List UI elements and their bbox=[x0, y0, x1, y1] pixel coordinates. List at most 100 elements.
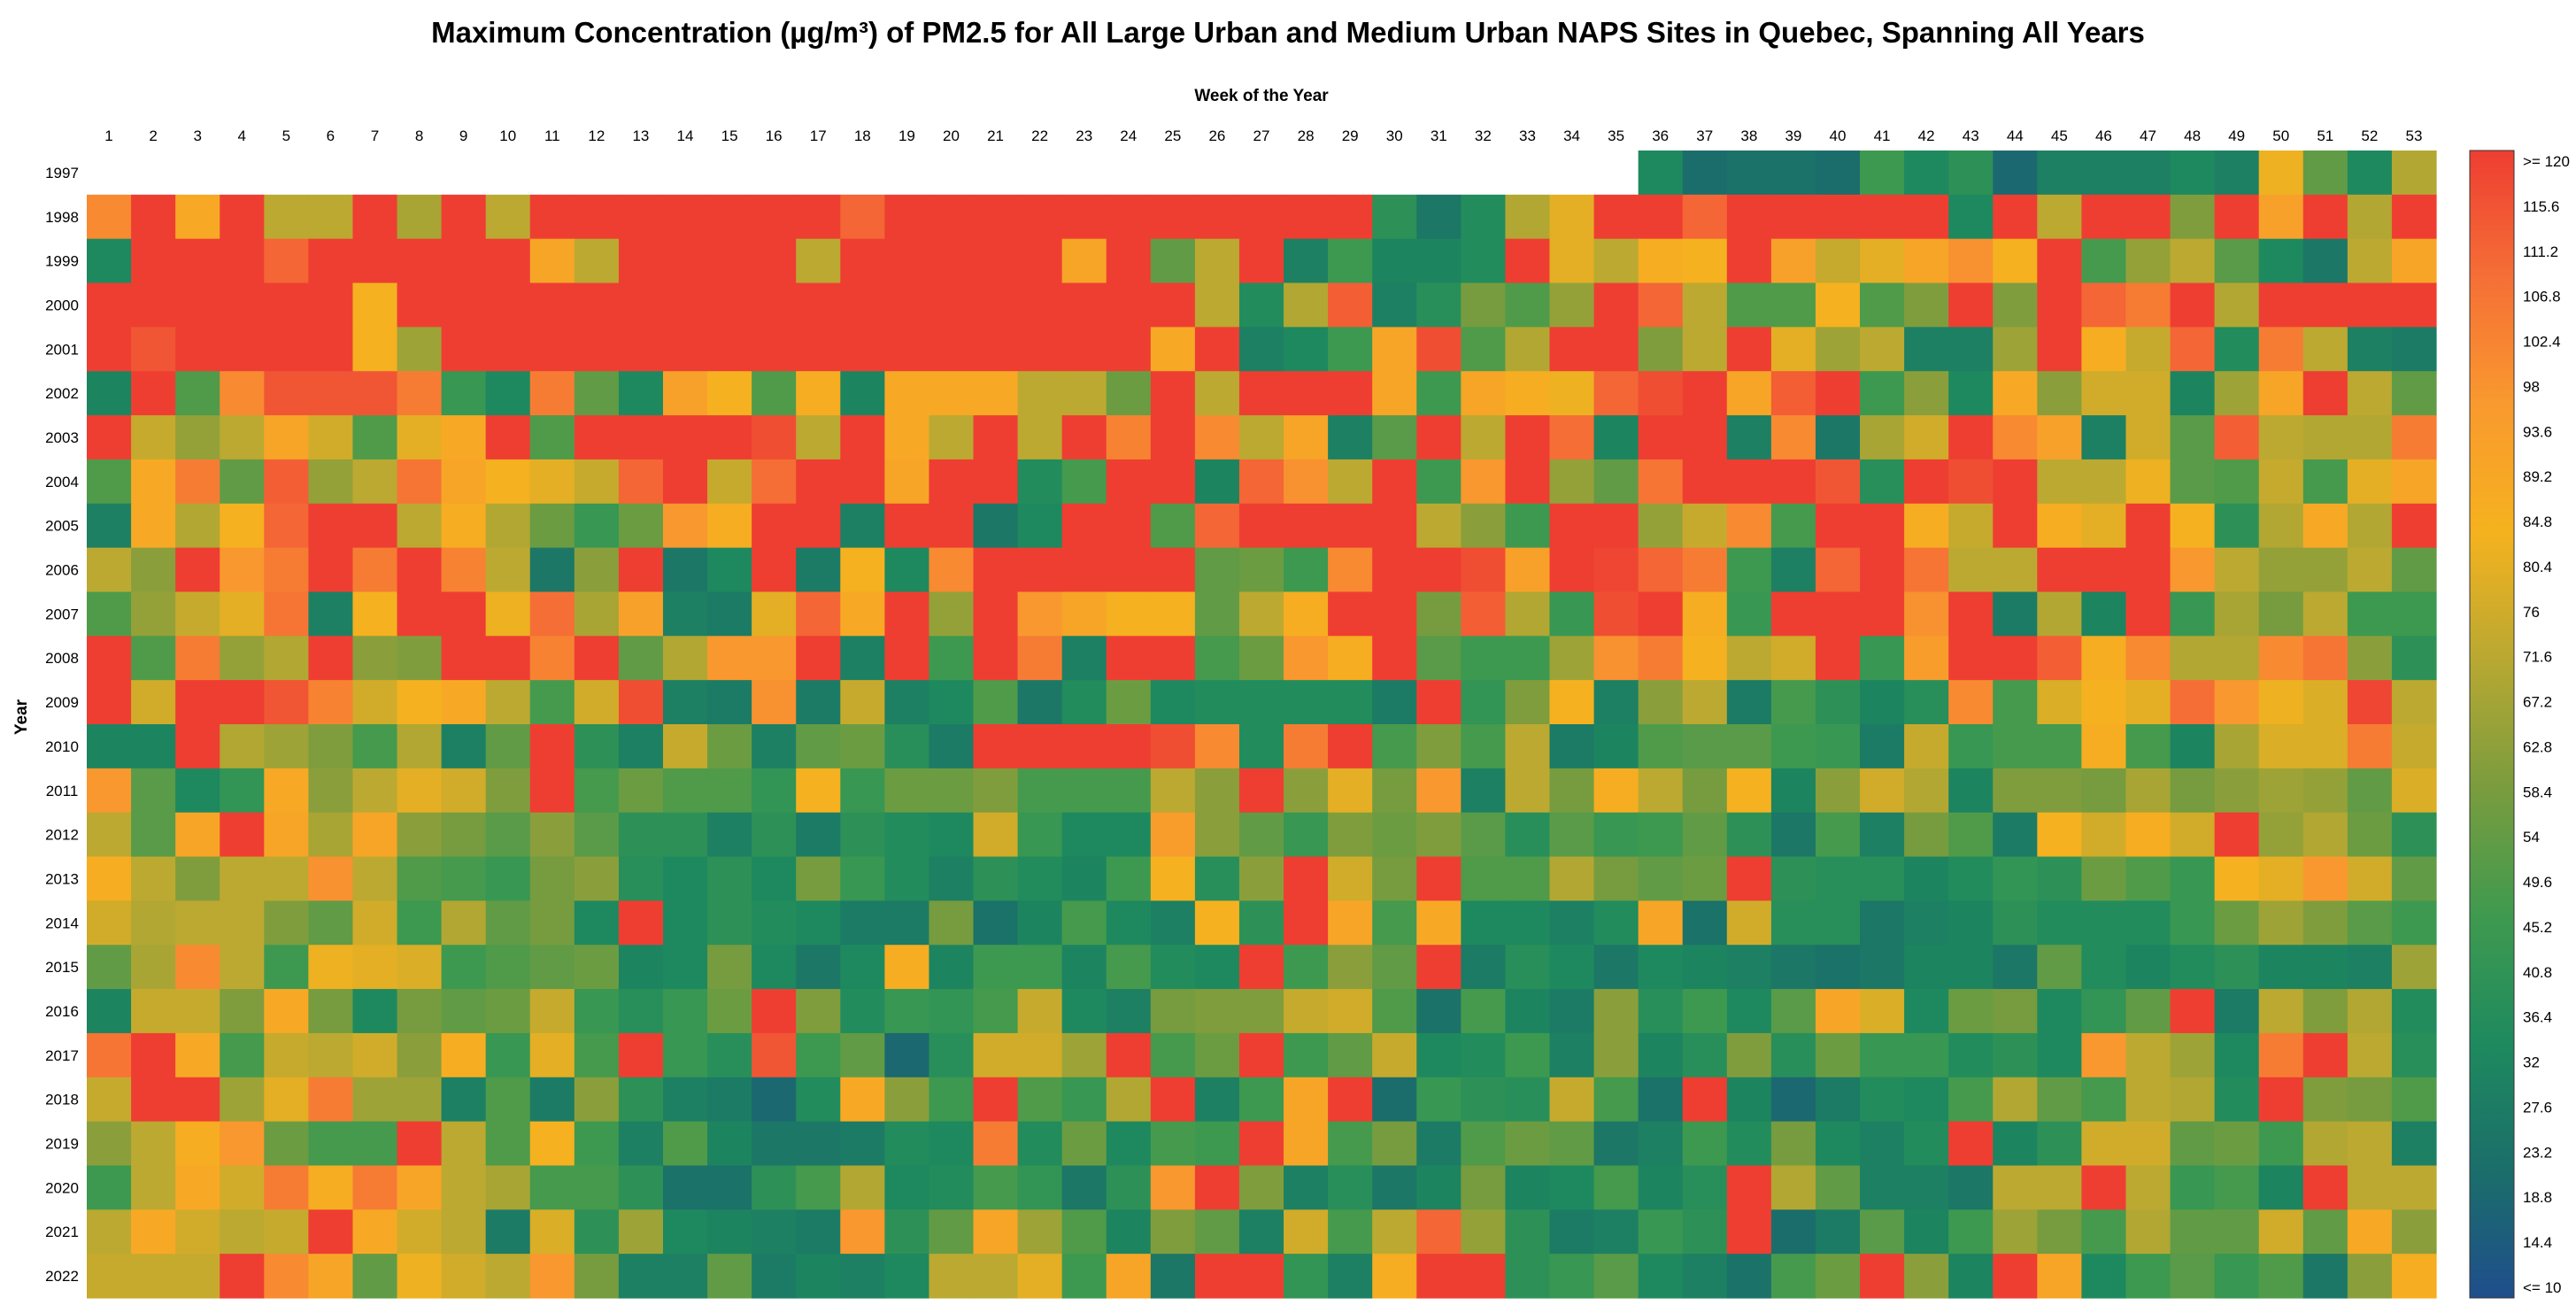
heatmap-cell bbox=[1948, 194, 1994, 240]
heatmap-cell bbox=[1194, 415, 1240, 460]
heatmap-cell bbox=[2037, 856, 2082, 901]
heatmap-cell bbox=[973, 591, 1019, 637]
heatmap-cell bbox=[2214, 282, 2260, 328]
heatmap-cell bbox=[1372, 194, 1417, 240]
y-tick-label: 2013 bbox=[45, 870, 79, 887]
heatmap-cell bbox=[1993, 1121, 2038, 1167]
heatmap-cell bbox=[1017, 1077, 1063, 1123]
heatmap-cell bbox=[840, 1254, 885, 1299]
heatmap-cell bbox=[1904, 1209, 1949, 1255]
heatmap-cell bbox=[1284, 900, 1329, 946]
heatmap-cell bbox=[618, 282, 664, 328]
heatmap-cell bbox=[485, 1165, 531, 1210]
heatmap-cell bbox=[1860, 945, 1905, 990]
heatmap-cell bbox=[1593, 459, 1639, 505]
heatmap-cell bbox=[1638, 194, 1684, 240]
y-tick-label: 2012 bbox=[45, 827, 79, 844]
heatmap-cell bbox=[397, 194, 443, 240]
heatmap-cell bbox=[1904, 680, 1949, 725]
heatmap-cell bbox=[662, 724, 708, 769]
heatmap-cell bbox=[2347, 415, 2393, 460]
heatmap-cell bbox=[2391, 989, 2437, 1034]
heatmap-cell bbox=[397, 1121, 443, 1167]
heatmap-cell bbox=[485, 194, 531, 240]
heatmap-cell bbox=[1461, 1032, 1507, 1078]
heatmap-cell bbox=[529, 945, 575, 990]
heatmap-cell bbox=[884, 680, 930, 725]
heatmap-cell bbox=[1372, 1032, 1417, 1078]
heatmap-cell bbox=[2081, 327, 2127, 372]
heatmap-cell bbox=[308, 945, 354, 990]
heatmap-cell bbox=[1328, 1254, 1373, 1299]
heatmap-cell bbox=[2214, 989, 2260, 1034]
heatmap-cell bbox=[1372, 1254, 1417, 1299]
heatmap-cell bbox=[1106, 680, 1152, 725]
heatmap-cell bbox=[1726, 194, 1772, 240]
heatmap-cell bbox=[1461, 1254, 1507, 1299]
heatmap-cell bbox=[397, 680, 443, 725]
heatmap-cell bbox=[87, 503, 132, 549]
heatmap-cell bbox=[1638, 371, 1684, 416]
y-tick-label: 2017 bbox=[45, 1047, 79, 1064]
heatmap-cell bbox=[2170, 989, 2216, 1034]
heatmap-cell bbox=[1106, 812, 1152, 858]
heatmap-cell bbox=[2037, 282, 2082, 328]
heatmap-cell bbox=[1238, 945, 1284, 990]
heatmap-cell bbox=[840, 724, 885, 769]
heatmap-cell bbox=[574, 503, 620, 549]
y-tick-label: 2010 bbox=[45, 738, 79, 755]
heatmap-cell bbox=[1593, 1165, 1639, 1210]
y-axis-label: Year bbox=[12, 699, 31, 735]
heatmap-cell bbox=[2214, 503, 2260, 549]
heatmap-cell bbox=[1860, 1032, 1905, 1078]
heatmap-cell bbox=[2258, 1121, 2304, 1167]
heatmap-cell bbox=[1726, 856, 1772, 901]
heatmap-cell bbox=[2214, 812, 2260, 858]
heatmap-cell bbox=[1328, 680, 1373, 725]
heatmap-cell bbox=[2170, 503, 2216, 549]
heatmap-cell bbox=[1505, 1165, 1551, 1210]
heatmap-cell bbox=[308, 812, 354, 858]
heatmap-cell bbox=[1770, 945, 1816, 990]
heatmap-cell bbox=[1505, 1209, 1551, 1255]
heatmap-cell bbox=[1017, 1121, 1063, 1167]
heatmap-cell bbox=[2170, 1254, 2216, 1299]
heatmap-cell bbox=[2081, 591, 2127, 637]
heatmap-cell bbox=[973, 327, 1019, 372]
heatmap-cell bbox=[2302, 194, 2348, 240]
heatmap-cell bbox=[2170, 900, 2216, 946]
colorbar-tick-label: 18.8 bbox=[2523, 1189, 2552, 1206]
heatmap-cell bbox=[1328, 371, 1373, 416]
heatmap-cell bbox=[1638, 547, 1684, 593]
heatmap-cell bbox=[441, 1121, 487, 1167]
heatmap-cell bbox=[2125, 503, 2171, 549]
heatmap-cell bbox=[264, 591, 309, 637]
x-tick-label: 50 bbox=[2272, 127, 2289, 144]
heatmap-cell bbox=[796, 724, 841, 769]
heatmap-cell bbox=[485, 680, 531, 725]
heatmap-cell bbox=[1593, 1077, 1639, 1123]
heatmap-cell bbox=[2170, 1165, 2216, 1210]
heatmap-cell bbox=[2037, 989, 2082, 1034]
heatmap-cell bbox=[1948, 945, 1994, 990]
heatmap-cell bbox=[618, 415, 664, 460]
heatmap-cell bbox=[2170, 1121, 2216, 1167]
heatmap-cell bbox=[175, 768, 220, 814]
heatmap-cell bbox=[1682, 415, 1728, 460]
heatmap-cell bbox=[1372, 459, 1417, 505]
heatmap-cell bbox=[87, 636, 132, 681]
heatmap-cell bbox=[1194, 1209, 1240, 1255]
heatmap-cell bbox=[752, 1077, 797, 1123]
heatmap-cell bbox=[707, 636, 752, 681]
heatmap-cell bbox=[1106, 591, 1152, 637]
heatmap-cell bbox=[1549, 547, 1595, 593]
heatmap-cell bbox=[752, 194, 797, 240]
heatmap-cell bbox=[131, 856, 176, 901]
heatmap-cell bbox=[884, 459, 930, 505]
heatmap-cell bbox=[529, 459, 575, 505]
x-tick-label: 13 bbox=[632, 127, 649, 144]
heatmap-cell bbox=[1682, 636, 1728, 681]
heatmap-cell bbox=[884, 1032, 930, 1078]
heatmap-cell bbox=[1993, 1165, 2038, 1210]
heatmap-cell bbox=[929, 856, 975, 901]
